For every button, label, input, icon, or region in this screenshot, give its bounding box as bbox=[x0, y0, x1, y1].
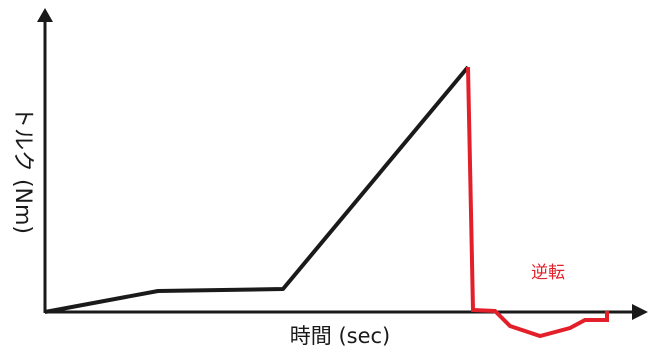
y-axis-label: トルク (Nm) bbox=[10, 106, 35, 234]
x-axis-arrow bbox=[632, 304, 648, 320]
torque-curve bbox=[44, 65, 470, 314]
annotation: 逆転 bbox=[531, 263, 565, 283]
y-axis-arrow bbox=[37, 8, 53, 22]
x-axis-label: 時間 (sec) bbox=[290, 324, 390, 348]
reverse-curve bbox=[466, 66, 609, 339]
